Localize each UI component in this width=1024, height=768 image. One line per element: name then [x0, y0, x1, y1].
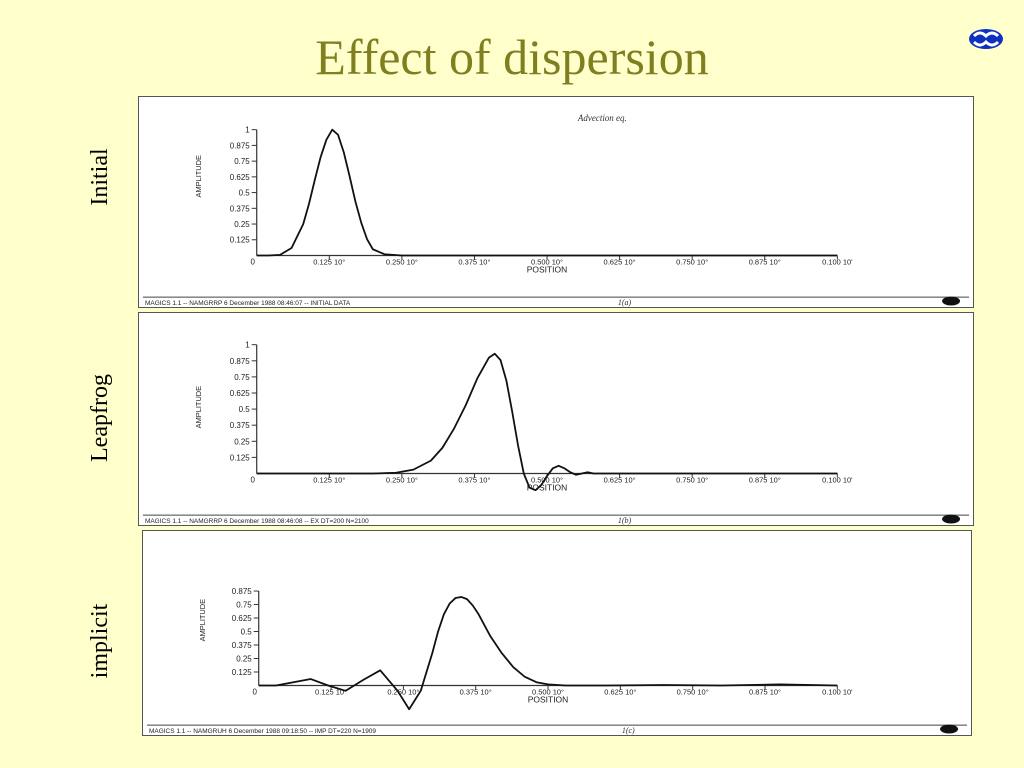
y-tick-label: 0.625 [230, 173, 251, 182]
figure-label: 1(c) [622, 726, 635, 735]
figure-label: 1(a) [618, 298, 632, 307]
x-tick-label: 0.375 10° [458, 475, 490, 484]
y-tick-label: 0.125 [230, 236, 251, 245]
footer-text: MAGICS 1.1 -- NAMGRUH 6 December 1988 09… [149, 728, 376, 735]
y-tick-label: 0.25 [234, 220, 250, 229]
x-tick-label: 0.250 10° [386, 257, 418, 266]
origin-label: 0 [253, 687, 258, 696]
chart-leapfrog: 0.125 0.25 0.375 0.5 0.625 0.75 0.875 1 0.125 10… [142, 341, 970, 525]
ecmwf-mark-shape [942, 514, 961, 524]
x-tick-label: 0.625 10° [604, 257, 636, 266]
y-tick-label: 0.875 [232, 587, 253, 596]
ecmwf-mark-icon [942, 514, 961, 524]
chart-implicit: 0.125 0.25 0.375 0.5 0.625 0.75 0.875 0.125 10°… [146, 587, 968, 735]
ecmwf-mark-shape [940, 724, 959, 734]
slide-title: Effect of dispersion [315, 29, 709, 85]
y-tick-label: 0.625 [232, 614, 253, 623]
x-tick-label: 0.875 10° [749, 257, 781, 266]
y-tick-label: 0.375 [230, 204, 251, 213]
y-tick-label: 0.875 [230, 141, 251, 150]
x-tick-label: 0.125 10° [313, 475, 345, 484]
x-tick-label: 0.100 10' [822, 687, 853, 696]
series-line [256, 352, 838, 492]
x-tick-label: 0.375 10° [458, 257, 490, 266]
ecmwf-mark-shape [942, 296, 961, 306]
x-tick-label: 0.750 10° [677, 687, 709, 696]
x-axis-label: POSITION [528, 694, 568, 704]
y-tick-label: 0.75 [236, 601, 252, 610]
origin-label: 0 [251, 475, 256, 484]
x-tick-label: 0.125 10° [313, 257, 345, 266]
y-axis-label: AMPLITUDE [194, 155, 203, 197]
x-tick-label: 0.250 10° [386, 475, 418, 484]
handwritten-annotation: Advection eq. [577, 113, 627, 123]
y-tick-label: 1 [245, 126, 250, 135]
x-tick-label: 0.750 10° [676, 257, 708, 266]
footer-text: MAGICS 1.1 -- NAMGRRP 6 December 1988 08… [145, 300, 351, 307]
x-tick-label: 0.875 10° [749, 687, 781, 696]
x-tick-label: 0.625 10° [604, 687, 636, 696]
x-tick-label: 0.500 10° [531, 257, 563, 266]
series-line [256, 128, 838, 257]
ecmwf-mark-icon [942, 296, 961, 306]
side-label-implicit: implicit [87, 603, 113, 679]
figure-label: 1(b) [618, 516, 632, 525]
y-tick-label: 0.25 [234, 437, 250, 446]
x-tick-label: 0.100 10' [822, 257, 853, 266]
x-tick-label: 0.125 10° [315, 687, 347, 696]
x-tick-label: 0.100 10' [822, 475, 853, 484]
y-axis-label: AMPLITUDE [198, 599, 207, 641]
chart-initial: 0.125 0.25 0.375 0.5 0.625 0.75 0.875 1 0.125 10… [142, 113, 970, 307]
chart-panel-implicit: 0.125 0.25 0.375 0.5 0.625 0.75 0.875 0.125 10°… [142, 530, 972, 736]
y-axis-label: AMPLITUDE [194, 386, 203, 428]
x-tick-label: 0.375 10° [460, 687, 492, 696]
y-tick-label: 0.125 [230, 453, 251, 462]
x-tick-label: 0.500 10° [532, 687, 564, 696]
ecmwf-logo-icon [969, 29, 1003, 49]
y-tick-label: 0.5 [239, 405, 251, 414]
y-tick-label: 0.125 [232, 668, 253, 677]
x-tick-label: 0.875 10° [749, 475, 781, 484]
x-tick-label: 0.625 10° [604, 475, 636, 484]
y-tick-label: 0.5 [241, 628, 253, 637]
y-tick-label: 1 [245, 341, 250, 350]
y-tick-label: 0.375 [232, 641, 253, 650]
x-axis-label: POSITION [527, 264, 567, 274]
y-tick-label: 0.75 [234, 373, 250, 382]
series-line [258, 596, 838, 711]
origin-label: 0 [251, 257, 256, 266]
ecmwf-mark-icon [940, 724, 959, 734]
side-label-initial: Initial [87, 148, 113, 206]
chart-panel-initial: 0.125 0.25 0.375 0.5 0.625 0.75 0.875 1 0.125 10… [138, 96, 974, 308]
y-tick-label: 0.5 [239, 189, 251, 198]
y-tick-label: 0.875 [230, 357, 251, 366]
y-tick-label: 0.75 [234, 157, 250, 166]
y-tick-label: 0.375 [230, 421, 251, 430]
footer-text: MAGICS 1.1 -- NAMGRRP 6 December 1988 08… [145, 518, 369, 525]
x-tick-label: 0.500 10° [531, 475, 563, 484]
x-tick-label: 0.250 10° [387, 687, 419, 696]
chart-panel-leapfrog: 0.125 0.25 0.375 0.5 0.625 0.75 0.875 1 0.125 10… [138, 312, 974, 526]
y-tick-label: 0.625 [230, 389, 251, 398]
x-tick-label: 0.750 10° [676, 475, 708, 484]
side-label-leapfrog: Leapfrog [87, 374, 113, 462]
x-axis-label: POSITION [527, 482, 567, 492]
y-tick-label: 0.25 [236, 654, 252, 663]
